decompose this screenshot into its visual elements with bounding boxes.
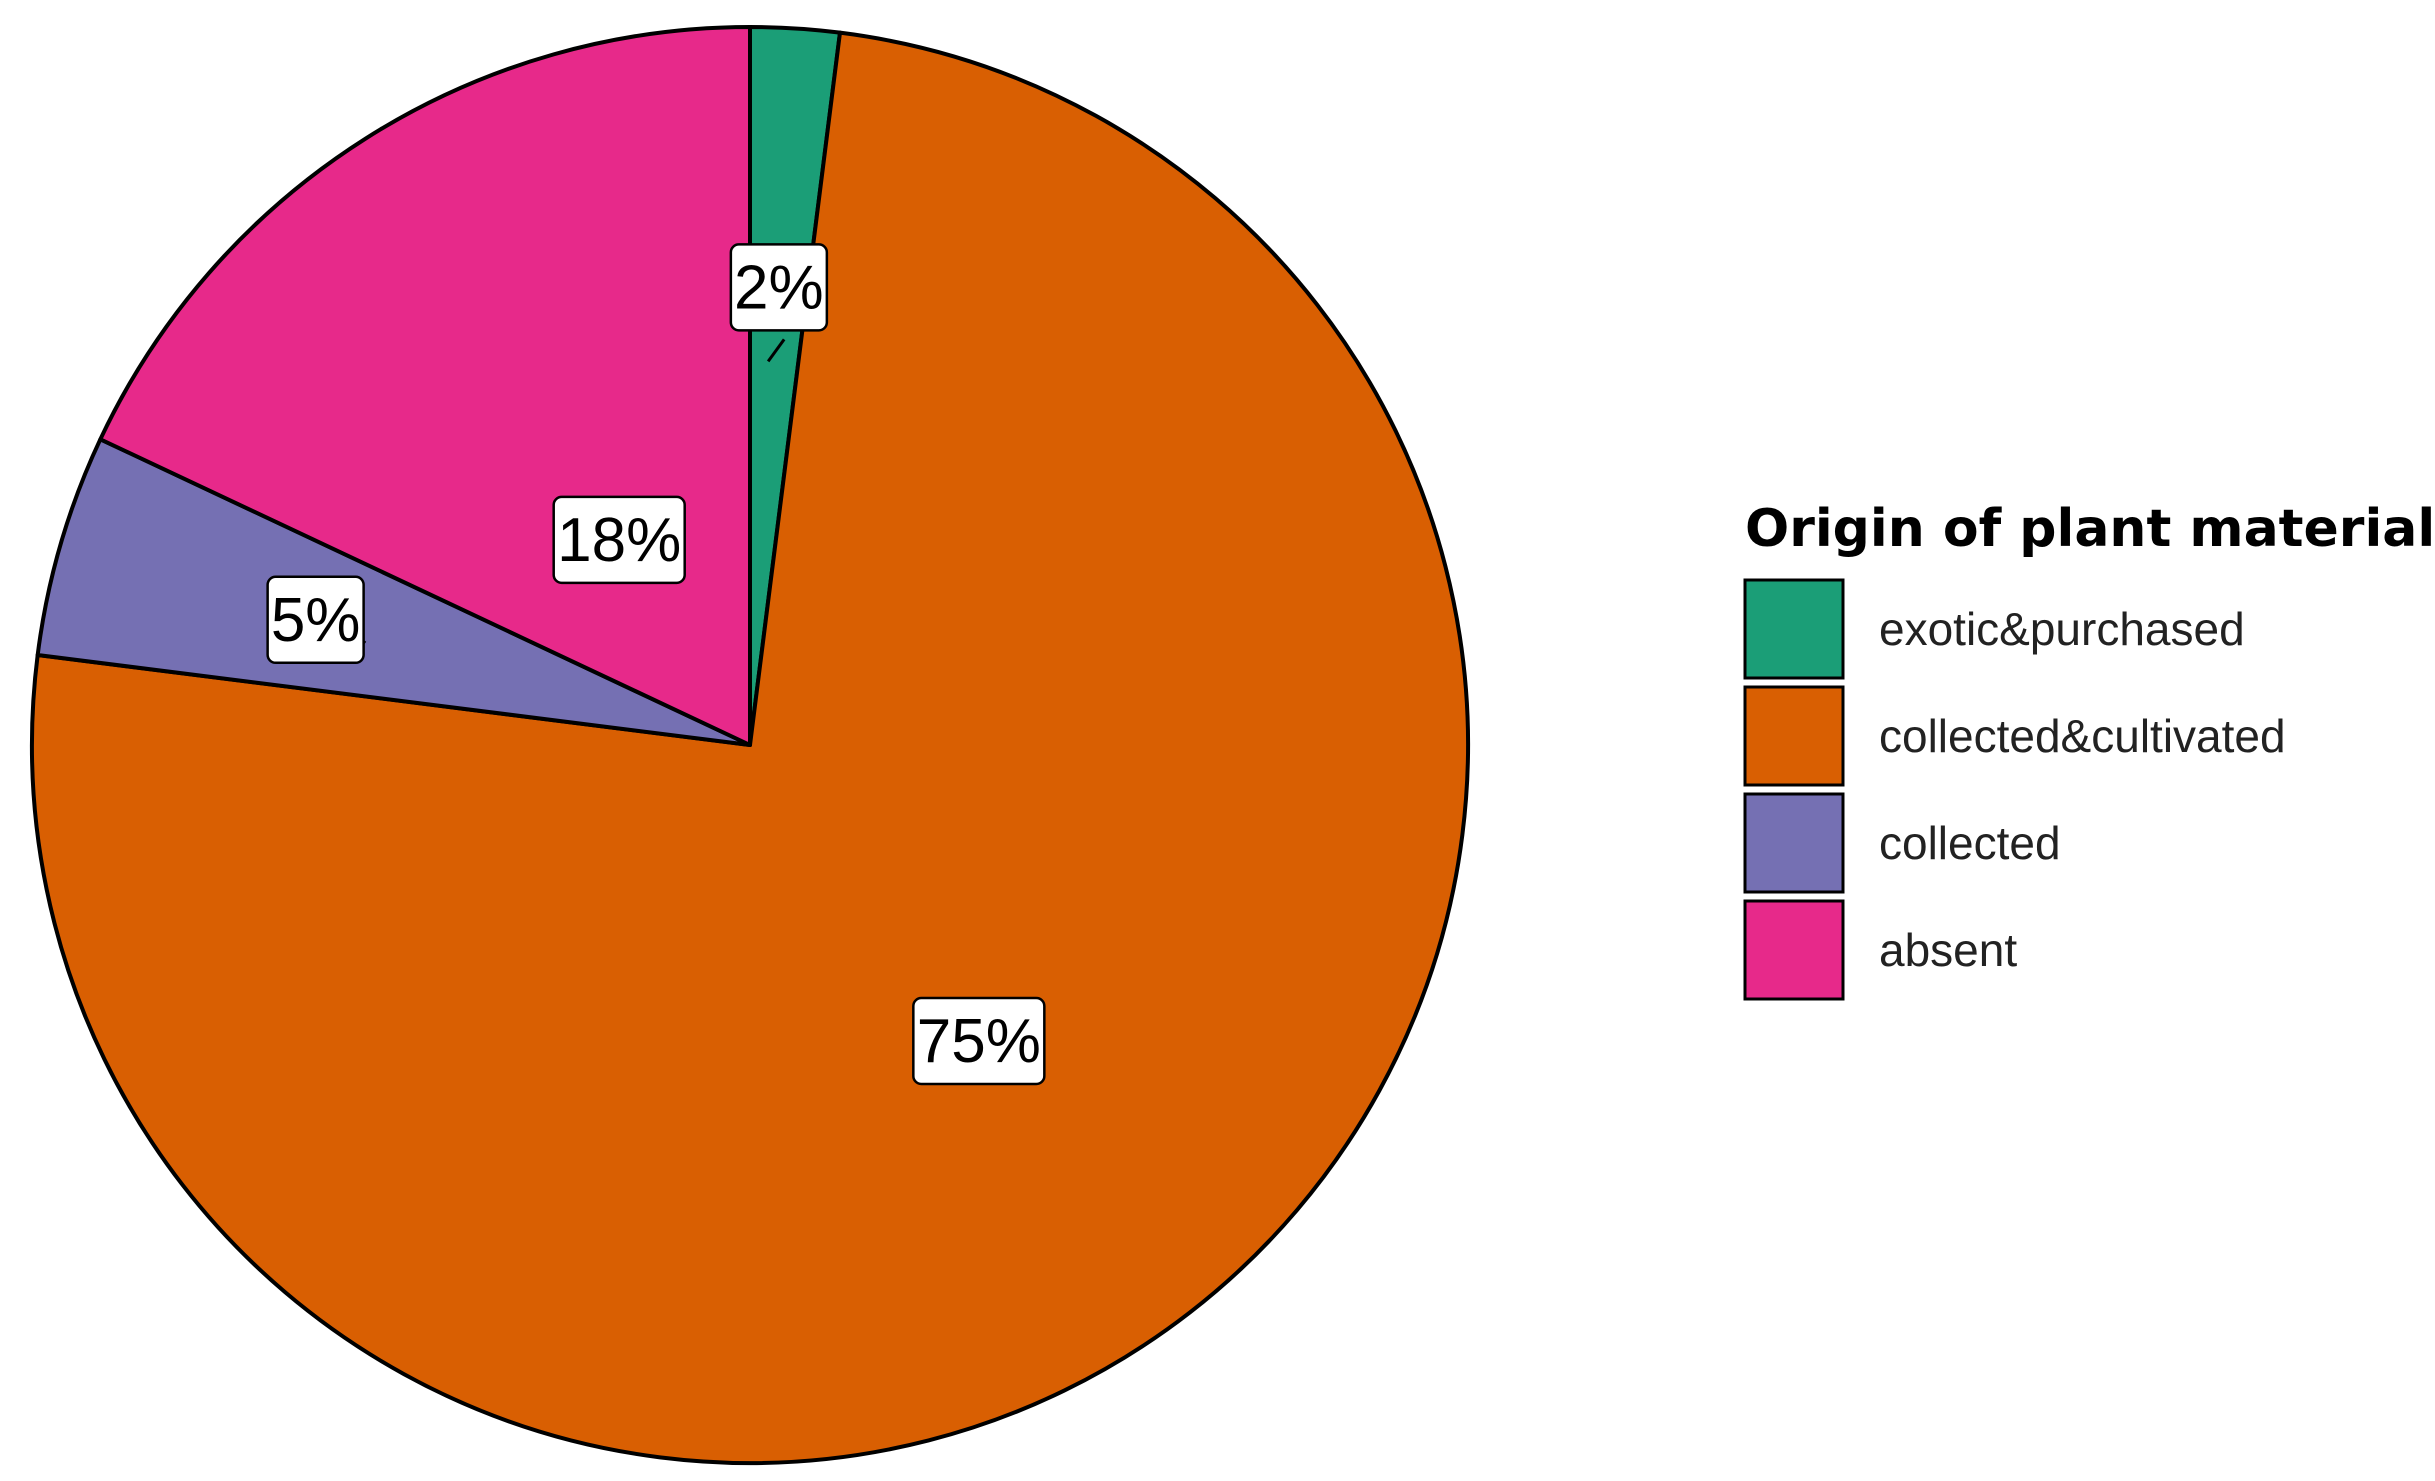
legend-item: exotic&purchased — [1743, 578, 2245, 680]
slice-label-box — [266, 575, 365, 665]
legend-item: absent — [1743, 899, 2017, 1001]
slice-label-text: 2% — [734, 253, 824, 322]
legend-swatch — [1743, 899, 1845, 1001]
slice-label-text: 75% — [917, 1007, 1041, 1076]
slice-label-box — [729, 243, 829, 332]
legend: Origin of plant material exotic&purchase… — [1743, 499, 2435, 1001]
label-leader — [766, 338, 786, 363]
legend-label: collected&cultivated — [1879, 710, 2286, 762]
slice-label: 2% — [729, 243, 829, 332]
slice-label-box — [912, 996, 1046, 1086]
slice-label-text: 5% — [271, 586, 361, 655]
slice-label-box — [552, 495, 686, 585]
legend-label: exotic&purchased — [1879, 603, 2245, 655]
pie-slice-collected — [35, 437, 752, 747]
slice-labels: 2% 75% 5% 18% — [266, 243, 1046, 1086]
legend-swatch — [1743, 685, 1845, 787]
pie-slice-collected-cultivated — [30, 30, 1470, 1465]
legend-label: collected — [1879, 817, 2061, 869]
legend-title: Origin of plant material — [1745, 499, 2435, 559]
legend-swatch — [1743, 578, 1845, 680]
slice-label: 75% — [912, 996, 1046, 1086]
legend-swatch — [1743, 792, 1845, 894]
slice-label: 5% — [266, 575, 365, 665]
slice-label: 18% — [552, 495, 686, 585]
legend-item: collected — [1743, 792, 2061, 894]
legend-label: absent — [1879, 924, 2017, 976]
slice-label-text: 18% — [557, 506, 681, 575]
pie-slices — [30, 25, 1470, 1465]
legend-item: collected&cultivated — [1743, 685, 2286, 787]
